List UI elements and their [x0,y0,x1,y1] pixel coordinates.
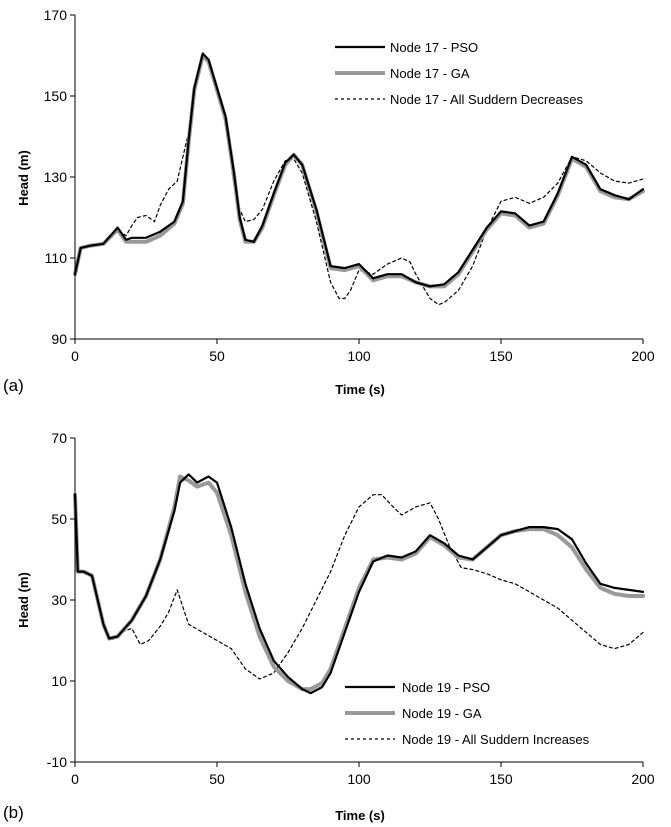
x-tick-label-a-4: 200 [631,348,655,364]
legend-label-a-2: Node 17 - GA [390,66,470,81]
y-tick-label-a-1: 110 [45,250,68,266]
x-axis-title-b: Time (s) [335,808,385,823]
series-layer-b [73,473,645,695]
x-tick-label-a-1: 50 [209,348,225,364]
tick-labels-b: -10 10 30 50 70 0 50 100 150 200 [47,430,655,787]
legend-b: Node 19 - PSO Node 19 - GA Node 19 - All S… [345,680,590,747]
chart-panel-b: (b) Time (s) Head (m) -10 10 30 50 70 0 50 100 1… [3,430,655,823]
x-tick-label-b-4: 200 [631,771,655,787]
x-tick-label-b-0: 0 [71,771,79,787]
y-tick-label-b-2: 30 [51,592,67,608]
y-axis-title-b: Head (m) [16,572,31,628]
axes-a [70,14,644,344]
y-tick-label-b-0: -10 [47,754,67,770]
y-tick-label-a-0: 90 [51,331,67,347]
axes-b [70,437,644,767]
legend-label-a-3: Node 17 - All Suddern Decreases [390,92,583,107]
legend-label-b-1: Node 19 - PSO [402,680,490,695]
legend-label-b-2: Node 19 - GA [402,706,482,721]
series-line-a-2 [73,53,645,289]
x-tick-label-b-1: 50 [209,771,225,787]
panel-label-b: (b) [3,803,24,822]
series-line-a-1 [73,52,645,288]
x-tick-label-a-2: 100 [347,348,371,364]
y-tick-label-b-4: 70 [51,430,67,446]
x-axis-title-a: Time (s) [335,382,385,397]
tick-labels-a: 90 110 130 150 170 0 50 100 150 200 [44,7,655,364]
y-axis-title-a: Head (m) [16,150,31,206]
y-tick-label-b-3: 50 [51,511,67,527]
series-layer-a [73,52,645,306]
y-tick-label-a-4: 170 [44,7,68,23]
y-tick-label-a-3: 150 [44,88,68,104]
y-tick-label-a-2: 130 [44,169,68,185]
series-line-b-2 [73,474,645,692]
y-tick-label-b-1: 10 [51,673,67,689]
series-line-a-3 [74,56,644,306]
x-tick-label-a-0: 0 [71,348,79,364]
series-line-b-1 [73,473,645,695]
x-tick-label-b-2: 100 [347,771,371,787]
legend-label-a-1: Node 17 - PSO [390,40,478,55]
x-tick-label-a-3: 150 [489,348,513,364]
legend-a: Node 17 - PSO Node 17 - GA Node 17 - All S… [335,40,583,107]
series-line-b-3 [74,494,644,680]
panel-label-a: (a) [3,376,24,395]
x-tick-label-b-3: 150 [489,771,513,787]
chart-panel-a: (a) Time (s) Head (m) 90 110 130 150 170 0 50 1… [3,7,655,397]
legend-label-b-3: Node 19 - All Suddern Increases [402,732,590,747]
